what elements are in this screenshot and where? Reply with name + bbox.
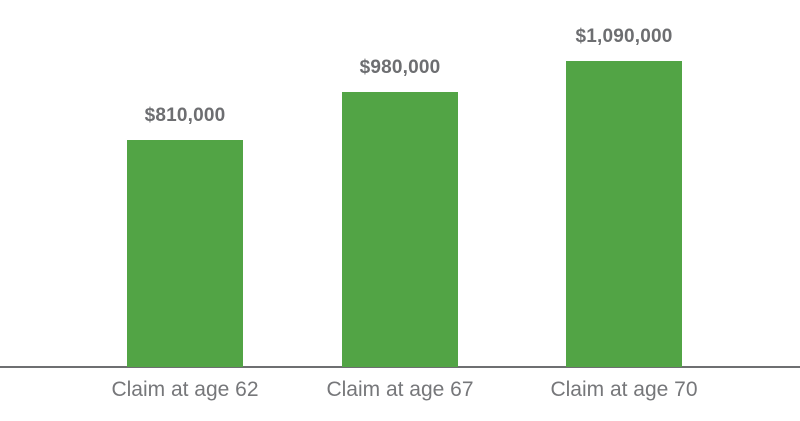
bar-group-claim-at-70: $1,090,000 Claim at age 70 [509, 0, 739, 421]
bar-claim-at-62 [127, 140, 243, 367]
category-label: Claim at age 67 [326, 378, 474, 401]
bar-group-claim-at-62: $810,000 Claim at age 62 [70, 0, 300, 421]
category-label: Claim at age 62 [111, 378, 259, 401]
x-axis-line [0, 366, 800, 368]
bar-claim-at-70 [566, 61, 682, 367]
bar-claim-at-67 [342, 92, 458, 367]
value-label: $810,000 [144, 105, 226, 126]
category-label: Claim at age 70 [550, 378, 698, 401]
value-label: $1,090,000 [575, 26, 673, 47]
bar-group-claim-at-67: $980,000 Claim at age 67 [285, 0, 515, 421]
value-label: $980,000 [359, 57, 441, 78]
